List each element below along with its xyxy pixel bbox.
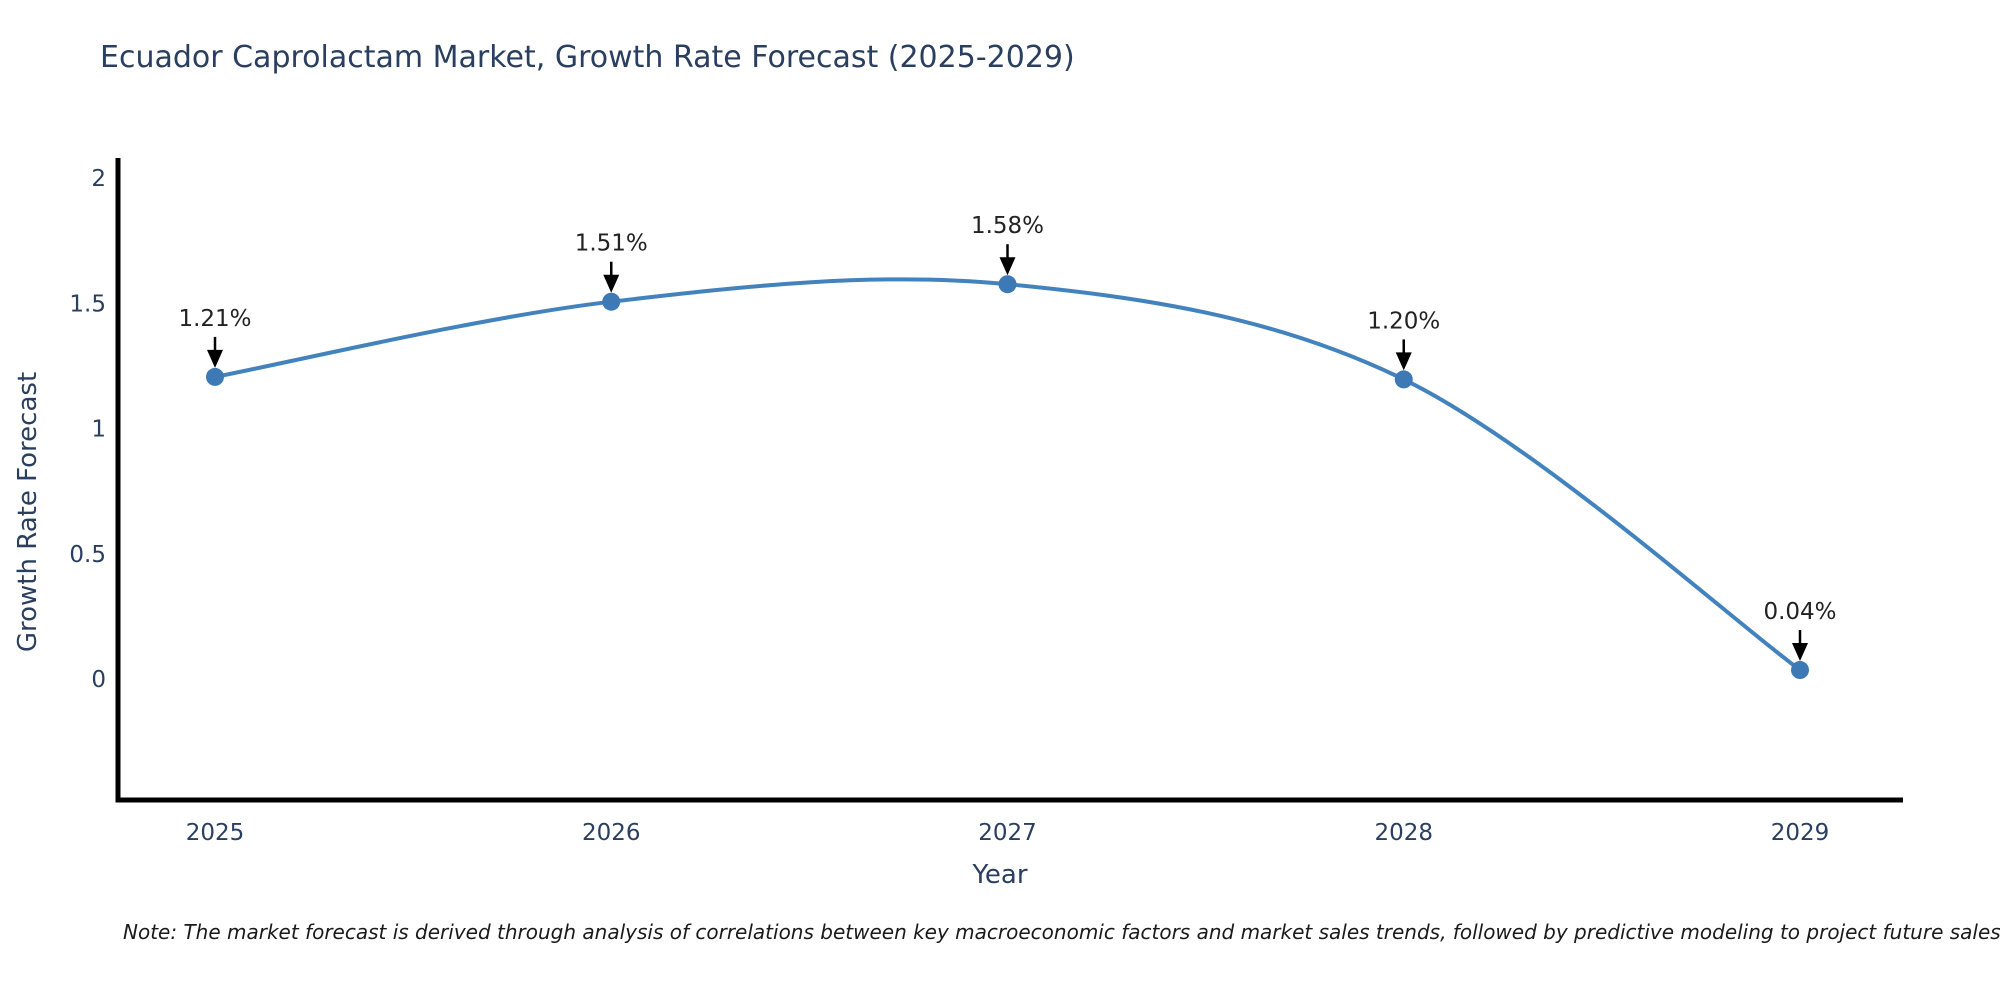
data-point-marker bbox=[602, 292, 621, 311]
data-point-marker bbox=[998, 275, 1017, 294]
data-point-label: 1.20% bbox=[1367, 308, 1440, 334]
data-point-label: 1.21% bbox=[178, 306, 251, 332]
trend-line bbox=[213, 277, 1802, 672]
x-tick-label: 2029 bbox=[1771, 820, 1830, 846]
data-point-label: 1.58% bbox=[971, 213, 1044, 239]
y-tick-label: 1.5 bbox=[69, 291, 106, 317]
annotation-arrow-head bbox=[207, 349, 223, 368]
x-tick-label: 2028 bbox=[1374, 820, 1433, 846]
annotation-arrow-head bbox=[603, 274, 620, 293]
y-tick-label: 0 bbox=[91, 667, 106, 693]
x-tick-label: 2025 bbox=[186, 820, 245, 846]
x-tick-label: 2027 bbox=[978, 820, 1037, 846]
data-point-label: 1.51% bbox=[575, 231, 648, 257]
annotation-arrow-head bbox=[999, 257, 1016, 276]
data-point-marker bbox=[1791, 661, 1809, 679]
x-axis-title: Year bbox=[972, 860, 1028, 890]
data-point-label: 0.04% bbox=[1763, 599, 1836, 625]
y-tick-label: 0.5 bbox=[69, 542, 106, 568]
chart-note: Note: The market forecast is derived thr… bbox=[123, 920, 2000, 944]
y-tick-label: 2 bbox=[91, 166, 106, 192]
data-point-marker bbox=[206, 367, 224, 386]
chart-title: Ecuador Caprolactam Market, Growth Rate … bbox=[100, 40, 1075, 75]
annotation-arrow-head bbox=[1395, 352, 1412, 371]
x-tick-label: 2026 bbox=[582, 820, 641, 846]
annotation-arrow-head bbox=[1792, 643, 1808, 661]
y-tick-label: 1 bbox=[91, 417, 106, 443]
data-point-marker bbox=[1394, 370, 1413, 389]
